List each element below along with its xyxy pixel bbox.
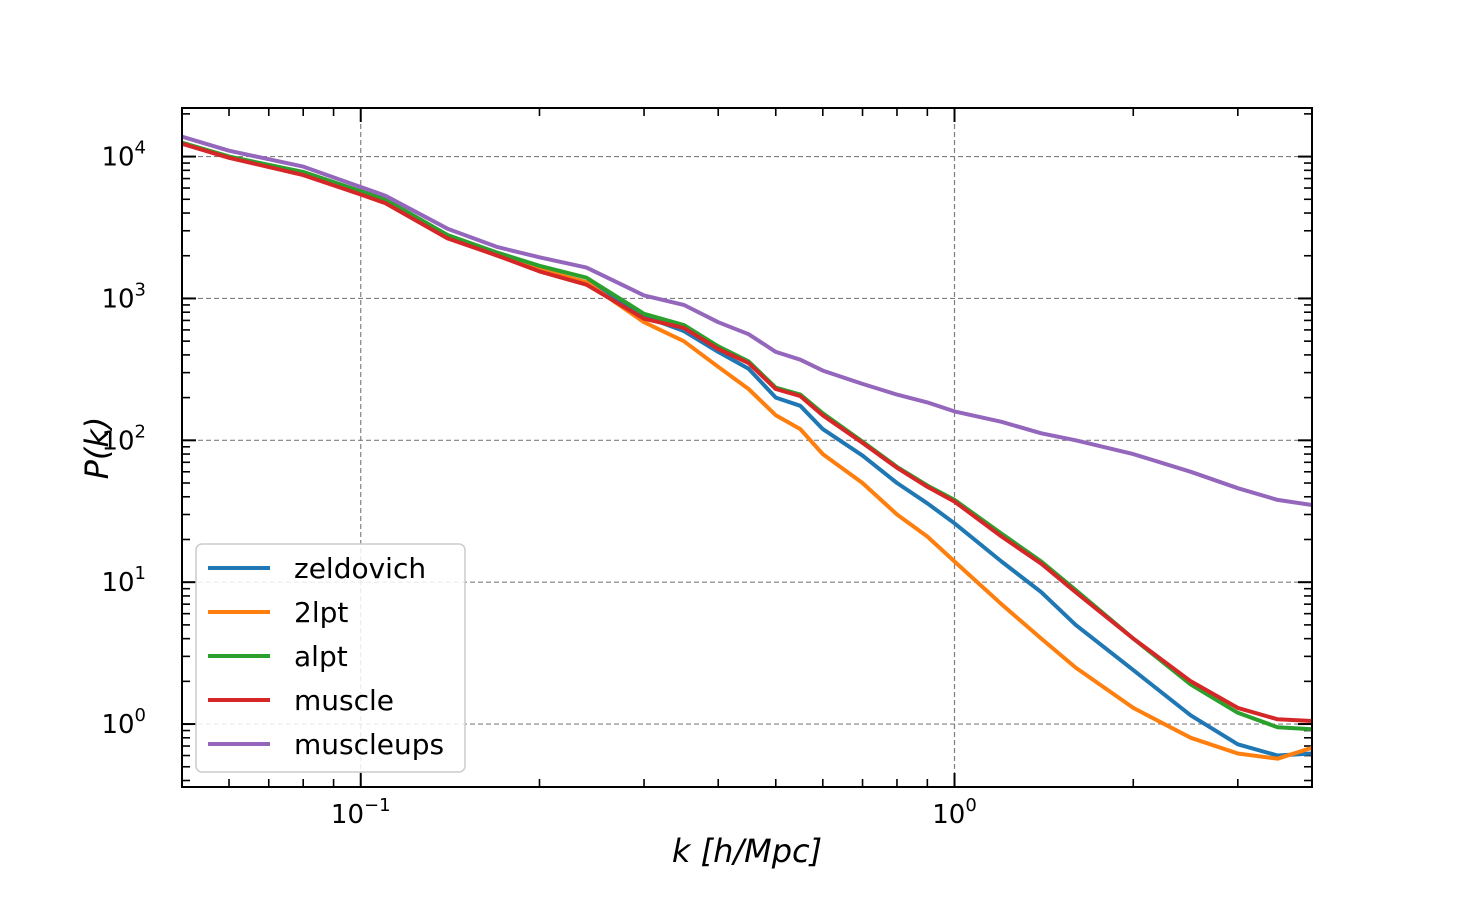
legend-label-muscleups: muscleups [294, 728, 444, 761]
y-axis-label: P(k) [78, 417, 116, 480]
y-tick-label: 101 [101, 563, 146, 598]
legend-label-muscle: muscle [294, 684, 394, 717]
x-tick-label: 10−1 [331, 795, 391, 830]
y-tick-label: 103 [101, 279, 146, 314]
series-line-muscle [182, 141, 1312, 723]
plot-area [182, 134, 1312, 761]
legend-label-alpt: alpt [294, 640, 348, 673]
plot-frame [181, 107, 1313, 788]
x-tick-label: 100 [932, 795, 977, 830]
series-line-muscleups [182, 134, 1312, 507]
legend: zeldovich 2lpt alpt muscle muscleups [195, 543, 466, 773]
y-tick-label: 104 [101, 138, 146, 173]
y-tick-label: 100 [101, 705, 146, 740]
tick-labels: 10−1 100 100 101 102 103 104 [101, 138, 976, 830]
legend-label-2lpt: 2lpt [294, 596, 348, 629]
y-tick-label: 102 [101, 421, 146, 456]
legend-label-zeldovich: zeldovich [294, 552, 426, 585]
x-axis-label: k [h/Mpc] [672, 832, 822, 870]
legend-box [195, 543, 466, 773]
